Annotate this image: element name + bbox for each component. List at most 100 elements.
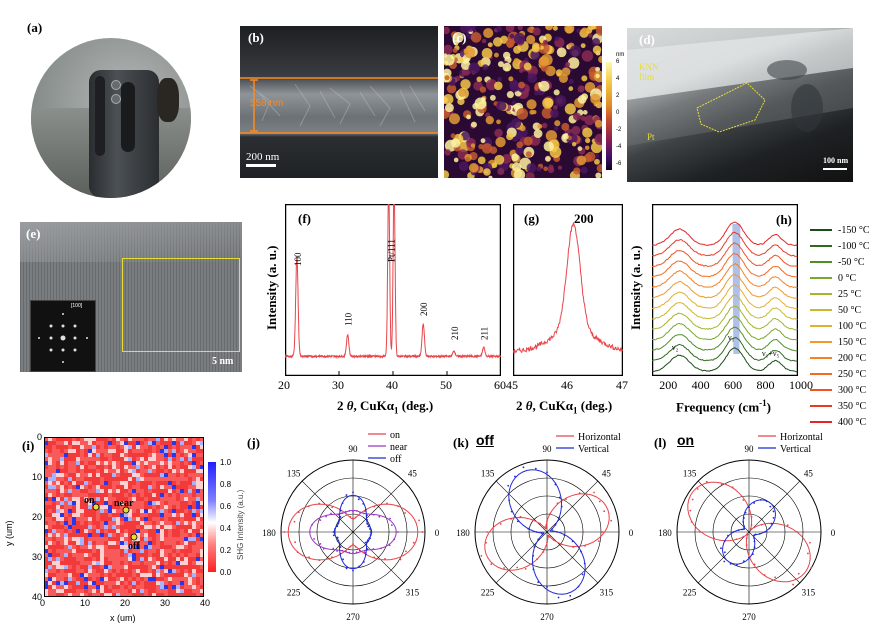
legend-swatch	[810, 293, 832, 295]
raman-legend-item: 400 °C	[810, 414, 870, 430]
raman-mode-label: ν₁+ν₅	[762, 349, 780, 358]
shg-point-marker	[92, 503, 100, 511]
polar-angle-label: 225	[481, 587, 495, 597]
panel-b-sem-image: (b) 558 nm 200 nm	[240, 26, 438, 178]
shg-cbar-tick: 0.4	[220, 524, 232, 533]
legend-swatch	[810, 373, 832, 375]
legend-label: 300 °C	[838, 384, 867, 396]
afm-tick: -4	[616, 144, 622, 150]
shg-xticks: 0 10 20 30 40	[40, 598, 210, 610]
polar-angle-label: 315	[600, 587, 614, 597]
shg-ytick: 30	[31, 552, 42, 562]
legend-label: 150 °C	[838, 336, 867, 348]
legend-swatch	[810, 341, 832, 343]
panel-a-label: (a)	[27, 20, 43, 35]
raman-legend-item: 150 °C	[810, 334, 870, 350]
raman-mode-label: ν₁	[728, 333, 735, 342]
xrd-xticks: 20 30 40 50 60	[278, 378, 506, 394]
raman-mode-label: ν₂	[672, 343, 679, 352]
polar-angle-label: 135	[287, 469, 301, 479]
raman-legend-item: 350 °C	[810, 398, 870, 414]
shg-xtick: 30	[160, 598, 171, 608]
shg-cbar-tick: 0.8	[220, 480, 232, 489]
raman-xlabel: Frequency (cm-1)	[676, 398, 771, 415]
panel-f-label: (f)	[298, 211, 311, 226]
xrd-ylabel: Intensity (a. u.)	[264, 245, 279, 330]
xrd-xtick: 50	[440, 378, 452, 392]
panel-b-label: (b)	[248, 30, 264, 45]
legend-swatch	[810, 421, 832, 423]
shg-point-marker	[122, 506, 130, 514]
shg-cbar-tick: 0.6	[220, 502, 232, 511]
legend-label: 50 °C	[838, 304, 862, 316]
polar-angle-label: 180	[658, 528, 672, 538]
shg-yticks: 0 10 20 30 40	[24, 432, 42, 602]
polar-angle-label: 0	[629, 528, 634, 538]
shg-ytick: 0	[36, 432, 42, 442]
shg-cbar-tick: 0.0	[220, 568, 232, 577]
polar-legend-label: Horizontal	[780, 432, 823, 443]
raman-legend-item: 50 °C	[810, 302, 870, 318]
raman-ylabel: Intensity (a. u.)	[628, 245, 643, 330]
polar-legend-label: off	[390, 454, 402, 465]
xrd-peak-label: 110	[344, 312, 354, 326]
raman-legend: -150 °C -100 °C -50 °C 0 °C 25 °C 50 °C 100 °C…	[810, 222, 870, 430]
xrd-xtick: 60	[494, 378, 506, 392]
polar-angle-label: 225	[683, 587, 697, 597]
panel-k-tag: off	[476, 432, 494, 448]
xrd-zoom-xlabel: 2 θ, CuKα1 (deg.)	[516, 398, 613, 416]
raman-legend-item: 100 °C	[810, 318, 870, 334]
polar-angle-label: 225	[287, 587, 301, 597]
polar-angle-label: 135	[481, 469, 495, 479]
shg-xtick: 10	[80, 598, 91, 608]
afm-tick: 0	[616, 110, 620, 116]
panel-e-hrtem-image: [100] (e) 5 nm	[20, 222, 242, 372]
legend-label: 25 °C	[838, 288, 862, 300]
shg-ytick: 20	[31, 512, 42, 522]
legend-label: -100 °C	[838, 240, 870, 252]
panel-c-afm-image: (c)	[444, 26, 602, 178]
polar-legend-label: Horizontal	[578, 432, 621, 443]
raman-xtick: 800	[756, 378, 775, 392]
shg-ytick: 40	[31, 592, 42, 602]
polar-angle-label: 0	[435, 528, 440, 538]
legend-label: 350 °C	[838, 400, 867, 412]
polar-angle-label: 270	[540, 612, 554, 622]
polar-legend-label: on	[390, 432, 400, 441]
legend-label: 400 °C	[838, 416, 867, 428]
polar-angle-label: 270	[742, 612, 756, 622]
raman-legend-item: 25 °C	[810, 286, 870, 302]
polar-legend-label: Vertical	[578, 444, 609, 455]
polar-angle-label: 0	[831, 528, 836, 538]
raman-legend-item: -100 °C	[810, 238, 870, 254]
shg-xlabel: x (um)	[110, 613, 136, 623]
panel-d-scalebar: 100 nm	[823, 156, 849, 165]
panel-h-label: (h)	[776, 212, 792, 227]
polar-angle-label: 90	[349, 444, 359, 454]
raman-xticks: 200 400 600 800 1000	[652, 378, 813, 394]
xrd-plot: 100 110 Pt/111 200 210 211	[285, 204, 501, 376]
panel-l-label: (l)	[654, 435, 667, 450]
xrd-zoom-xtick: 46	[561, 378, 573, 392]
legend-label: 250 °C	[838, 368, 867, 380]
afm-tick: 6	[616, 59, 620, 65]
polar-legend-label: near	[390, 442, 408, 453]
afm-unit: nm	[616, 52, 625, 58]
legend-swatch	[810, 325, 832, 327]
raman-legend-item: 250 °C	[810, 366, 870, 382]
legend-label: 0 °C	[838, 272, 857, 284]
raman-xtick: 200	[659, 378, 678, 392]
shg-colorbar-label: SHG Intensity (a.u.)	[236, 489, 245, 560]
raman-legend-item: 300 °C	[810, 382, 870, 398]
panel-g-peak: 200	[574, 211, 594, 226]
shg-ytick: 10	[31, 472, 42, 482]
afm-tick: -2	[616, 127, 622, 133]
afm-tick: -6	[616, 161, 622, 167]
shg-map: on near off	[44, 437, 204, 597]
panel-l-tag: on	[677, 432, 695, 448]
xrd-peak-label: 210	[450, 326, 460, 340]
panel-j-label: (j)	[247, 435, 260, 450]
polar-angle-label: 270	[346, 612, 360, 622]
